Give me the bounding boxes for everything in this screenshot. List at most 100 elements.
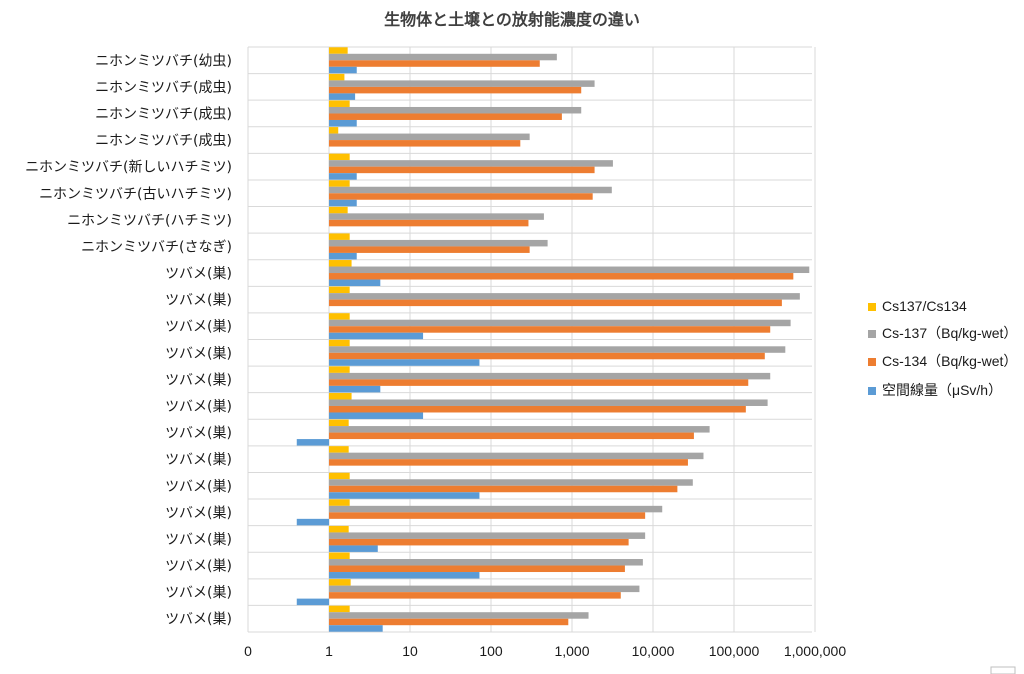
bar-1-8 xyxy=(329,266,810,274)
bar-1-5 xyxy=(329,186,612,194)
bar-2-11 xyxy=(329,352,765,360)
bar-2-5 xyxy=(329,193,593,200)
legend-label-0: Cs137/Cs134 xyxy=(882,298,967,314)
y-tick-label: ツバメ(巣) xyxy=(165,426,232,442)
bar-0-15 xyxy=(329,446,349,453)
bar-3-19 xyxy=(329,572,480,579)
bar-3-18 xyxy=(329,545,378,552)
bar-1-18 xyxy=(329,532,646,539)
x-tick-label: 10 xyxy=(402,643,418,659)
y-tick-label: ツバメ(巣) xyxy=(165,346,232,362)
bar-0-13 xyxy=(329,392,352,400)
bar-0-16 xyxy=(329,472,350,480)
bar-2-13 xyxy=(329,405,746,413)
bar-1-21 xyxy=(329,612,589,619)
x-tick-label: 1,000,000 xyxy=(784,643,846,659)
legend-label-2: Cs-134（Bq/kg-wet） xyxy=(882,353,1017,369)
y-tick-label: ニホンミツバチ(成虫) xyxy=(95,133,232,149)
legend-label-1: Cs-137（Bq/kg-wet） xyxy=(882,325,1017,341)
bar-1-16 xyxy=(329,479,693,486)
bar-1-6 xyxy=(329,213,544,220)
bar-3-20 xyxy=(296,598,329,606)
bar-3-2 xyxy=(329,119,357,127)
bar-0-18 xyxy=(329,525,349,533)
bar-0-3 xyxy=(329,127,339,134)
bar-0-5 xyxy=(329,180,350,187)
bar-2-18 xyxy=(329,538,629,546)
bar-0-12 xyxy=(329,366,350,373)
x-tick-label: 100,000 xyxy=(709,643,760,659)
bar-0-19 xyxy=(329,552,350,560)
bar-1-13 xyxy=(329,399,768,406)
bar-2-17 xyxy=(329,512,646,519)
bar-1-7 xyxy=(329,239,548,247)
bar-2-1 xyxy=(329,86,582,94)
bar-1-4 xyxy=(329,160,613,167)
bar-3-12 xyxy=(329,385,381,393)
bar-1-0 xyxy=(329,53,557,61)
y-tick-label: ツバメ(巣) xyxy=(165,532,232,548)
bar-3-5 xyxy=(329,199,357,207)
bar-3-4 xyxy=(329,173,357,180)
y-tick-label: ツバメ(巣) xyxy=(165,479,232,495)
bar-2-16 xyxy=(329,485,678,493)
legend: Cs137/Cs134 Cs-137（Bq/kg-wet） Cs-134（Bq/kg… xyxy=(868,298,1017,398)
y-tick-label: ニホンミツバチ(新しいハチミツ) xyxy=(25,160,232,176)
bar-1-19 xyxy=(329,559,643,566)
y-axis-labels: ニホンミツバチ(幼虫) ニホンミツバチ(成虫) ニホンミツバチ(成虫) ニホンミツバチ… xyxy=(25,53,232,627)
x-tick-label: 10,000 xyxy=(632,643,675,659)
x-tick-label: 1 xyxy=(325,643,333,659)
bar-0-4 xyxy=(329,153,350,161)
y-tick-label: ニホンミツバチ(さなぎ) xyxy=(81,239,232,255)
bar-2-15 xyxy=(329,459,688,466)
y-tick-label: ニホンミツバチ(ハチミツ) xyxy=(67,213,232,229)
bar-2-2 xyxy=(329,113,562,120)
bar-1-3 xyxy=(329,133,530,141)
bar-2-6 xyxy=(329,219,529,227)
legend-label-3: 空間線量（μSv/h） xyxy=(882,382,1002,398)
bar-3-17 xyxy=(296,518,329,526)
bar-0-8 xyxy=(329,260,352,267)
bar-1-11 xyxy=(329,346,786,353)
x-axis-ticks: 0 1 10 100 1,000 10,000 100,000 1,000,000 xyxy=(244,643,846,659)
bar-3-1 xyxy=(329,93,356,100)
bar-3-21 xyxy=(329,625,383,632)
bar-2-7 xyxy=(329,246,530,253)
bar-3-8 xyxy=(329,279,381,287)
y-tick-label: ツバメ(巣) xyxy=(165,372,232,388)
bar-2-9 xyxy=(329,299,782,307)
bar-1-12 xyxy=(329,372,771,380)
y-tick-label: ツバメ(巣) xyxy=(165,559,232,575)
bar-1-10 xyxy=(329,319,791,327)
bars xyxy=(296,47,810,632)
bar-2-0 xyxy=(329,60,540,67)
legend-swatch-3 xyxy=(868,387,876,395)
legend-swatch-2 xyxy=(868,358,876,366)
bar-3-13 xyxy=(329,412,424,419)
bar-1-9 xyxy=(329,293,800,300)
y-tick-label: ツバメ(巣) xyxy=(165,452,232,468)
y-tick-label: ニホンミツバチ(成虫) xyxy=(95,80,232,96)
bar-0-21 xyxy=(329,605,350,613)
bar-0-7 xyxy=(329,233,350,240)
bar-0-9 xyxy=(329,286,350,294)
bar-3-7 xyxy=(329,252,357,260)
legend-swatch-0 xyxy=(868,303,876,311)
bar-0-11 xyxy=(329,339,350,347)
y-tick-label: ツバメ(巣) xyxy=(165,319,232,335)
bar-1-14 xyxy=(329,426,710,433)
y-tick-label: ニホンミツバチ(古いハチミツ) xyxy=(39,186,232,202)
y-tick-label: ツバメ(巣) xyxy=(165,612,232,628)
y-tick-label: ツバメ(巣) xyxy=(165,585,232,601)
bar-2-4 xyxy=(329,166,595,174)
y-tick-label: ニホンミツバチ(成虫) xyxy=(95,106,232,122)
corner-mark xyxy=(990,666,1016,674)
y-tick-label: ツバメ(巣) xyxy=(165,399,232,415)
y-tick-label: ニホンミツバチ(幼虫) xyxy=(95,53,232,69)
chart-title: 生物体と土壌との放射能濃度の違い xyxy=(384,10,640,29)
bar-1-1 xyxy=(329,80,595,87)
bar-0-2 xyxy=(329,100,350,107)
x-tick-label: 1,000 xyxy=(554,643,589,659)
bar-2-19 xyxy=(329,565,625,573)
